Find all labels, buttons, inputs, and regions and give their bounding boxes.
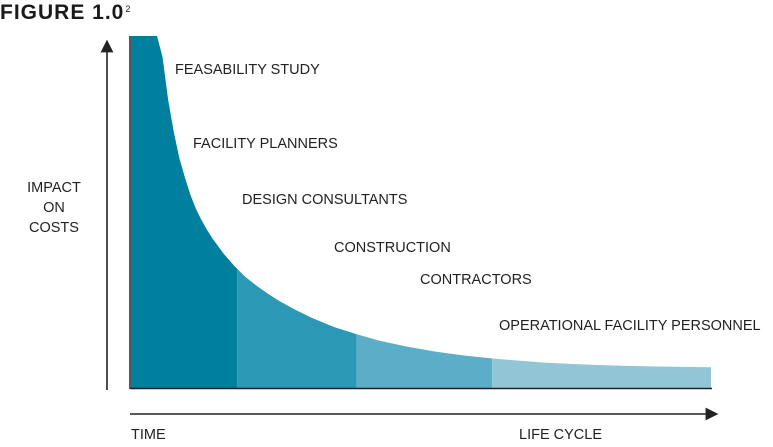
area-segments [131, 36, 711, 388]
y-axis-label-line: ON [43, 200, 65, 216]
area-segment-4 [492, 358, 711, 388]
figure-title-text: FIGURE 1.0 [0, 1, 125, 24]
area-segment-2 [237, 268, 357, 388]
stage-label-2: FACILITY PLANNERS [193, 136, 338, 152]
stage-label-6: OPERATIONAL FACILITY PERSONNEL [499, 318, 761, 334]
stage-label-1: FEASABILITY STUDY [175, 62, 320, 78]
x-axis-label-time: TIME [131, 427, 166, 443]
stage-label-5: CONTRACTORS [420, 272, 532, 288]
stage-label-3: DESIGN CONSULTANTS [242, 192, 407, 208]
area-segment-lead [131, 36, 157, 388]
stage-label-4: CONSTRUCTION [334, 240, 451, 256]
figure-title: FIGURE 1.02 [0, 1, 131, 25]
x-axis-label-life-cycle: LIFE CYCLE [519, 427, 602, 443]
axes [100, 36, 719, 421]
footnote-mark: 2 [125, 4, 132, 14]
y-axis-label: IMPACT ON COSTS [27, 180, 81, 236]
y-axis-label-line: IMPACT [27, 180, 81, 196]
y-axis-label-line: COSTS [29, 220, 79, 236]
area-segment-1 [157, 36, 238, 388]
area-segment-3 [356, 334, 493, 388]
stage-labels: FEASABILITY STUDY FACILITY PLANNERS DESIGN… [175, 62, 761, 334]
